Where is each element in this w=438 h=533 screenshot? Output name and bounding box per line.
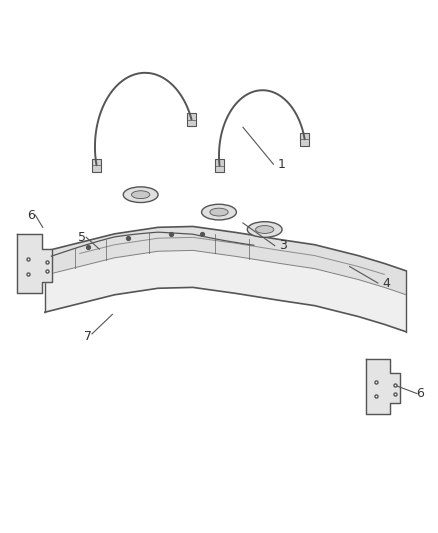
Ellipse shape	[201, 204, 237, 220]
Text: 6: 6	[416, 387, 424, 400]
Text: 3: 3	[279, 239, 287, 252]
Polygon shape	[45, 227, 406, 295]
Ellipse shape	[255, 225, 274, 233]
Text: 7: 7	[84, 329, 92, 343]
Ellipse shape	[247, 222, 282, 237]
Polygon shape	[17, 234, 52, 293]
FancyBboxPatch shape	[215, 159, 224, 172]
Text: 5: 5	[78, 231, 86, 244]
FancyBboxPatch shape	[187, 113, 196, 126]
Ellipse shape	[210, 208, 228, 216]
Text: 4: 4	[383, 277, 391, 289]
Ellipse shape	[123, 187, 158, 203]
Text: 6: 6	[27, 208, 35, 222]
Polygon shape	[366, 359, 400, 415]
Text: 1: 1	[278, 158, 286, 171]
Ellipse shape	[131, 191, 150, 199]
FancyBboxPatch shape	[300, 133, 310, 146]
FancyBboxPatch shape	[92, 159, 101, 172]
Polygon shape	[45, 227, 406, 332]
